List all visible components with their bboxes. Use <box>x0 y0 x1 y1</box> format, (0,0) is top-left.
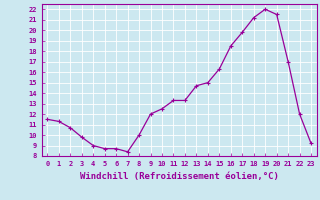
X-axis label: Windchill (Refroidissement éolien,°C): Windchill (Refroidissement éolien,°C) <box>80 172 279 181</box>
